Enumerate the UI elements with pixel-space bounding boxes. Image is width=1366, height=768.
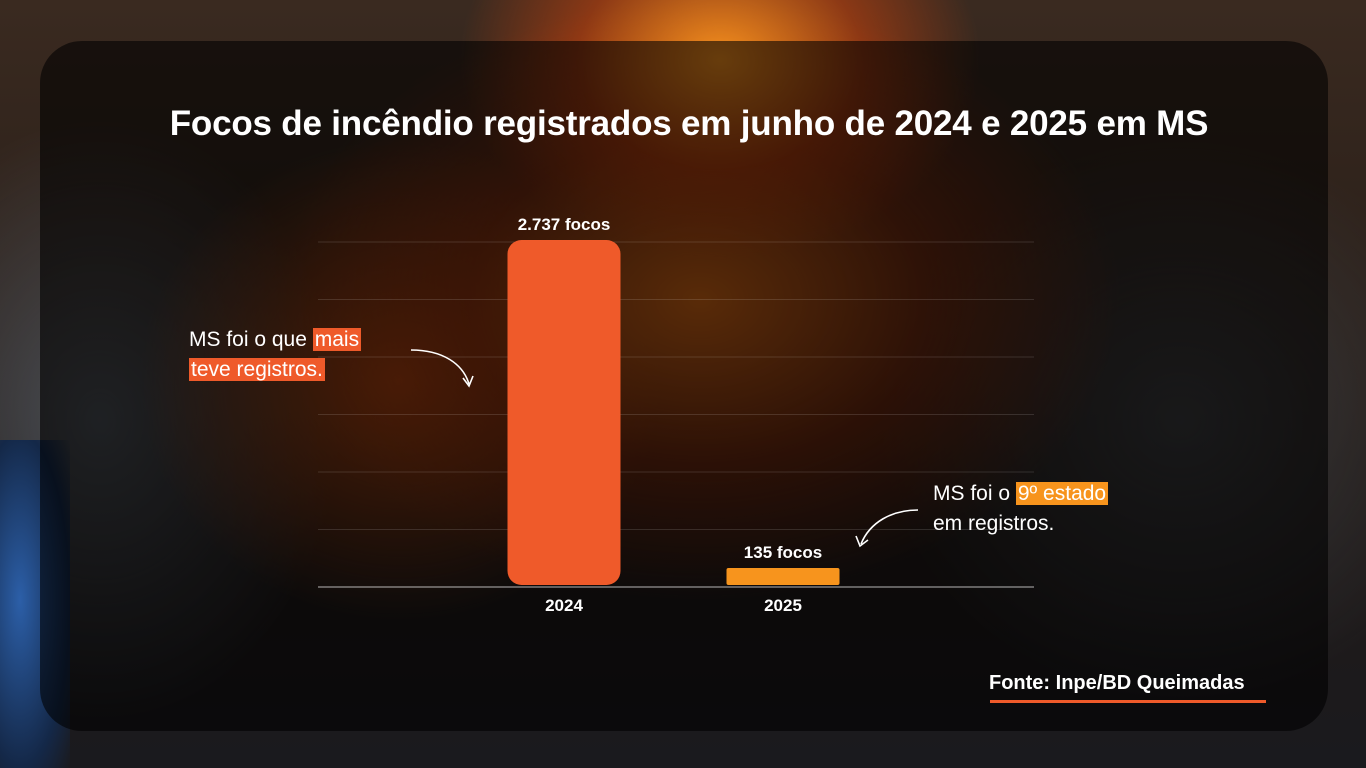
chart-title: Focos de incêndio registrados em junho d… xyxy=(169,104,1209,143)
data-label-2024: 2.737 focos xyxy=(518,215,611,234)
arrow-left-icon xyxy=(410,349,474,388)
chart-panel xyxy=(40,41,1328,731)
source-underline xyxy=(990,700,1266,703)
annotation-ninth-state: MS foi o 9º estado em registros. xyxy=(933,479,1109,539)
annotation-text: MS foi o que xyxy=(189,328,313,351)
bar-2024 xyxy=(507,240,621,585)
annotation-highlight: teve registros. xyxy=(189,358,325,381)
arrow-right-icon xyxy=(855,509,919,548)
data-label-2025: 135 focos xyxy=(744,543,822,562)
annotation-text: em registros. xyxy=(933,512,1055,535)
annotation-highlight: mais xyxy=(312,328,362,351)
x-tick-label-2025: 2025 xyxy=(764,596,802,615)
x-tick-label-2024: 2024 xyxy=(545,596,583,615)
annotation-highlight: 9º estado xyxy=(1015,482,1109,505)
bar-2025 xyxy=(726,567,840,585)
annotation-most-records: MS foi o que mais teve registros. xyxy=(189,325,362,385)
annotation-text: MS foi o xyxy=(933,482,1016,505)
source-label: Fonte: Inpe/BD Queimadas xyxy=(989,672,1245,694)
